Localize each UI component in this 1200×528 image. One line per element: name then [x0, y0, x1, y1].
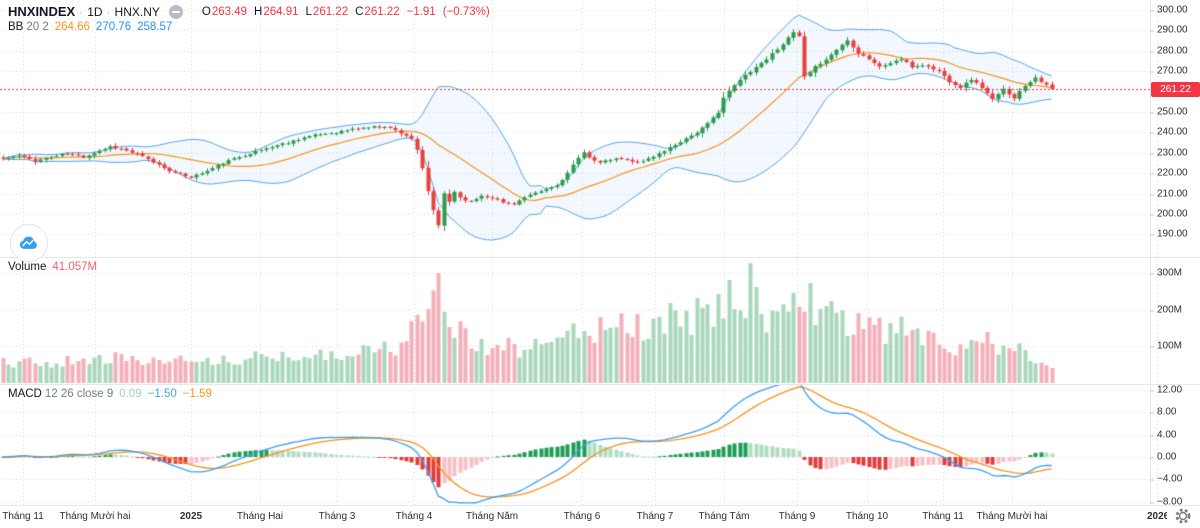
time-tick-label: Tháng Mười hai — [59, 511, 131, 522]
logo-cloud-icon — [19, 236, 37, 249]
macd-label: MACD — [8, 388, 42, 400]
axis-tick-label: 12.00 — [1149, 384, 1183, 396]
symbol-legend: HNXINDEX · 1D · HNX.NY O 263.49 H 264.91 L… — [8, 4, 490, 19]
time-tick-label: Tháng Tám — [698, 511, 750, 522]
separator-dot: · — [106, 4, 111, 19]
time-tick-label: Tháng 4 — [395, 511, 433, 522]
close-label: C — [355, 5, 364, 18]
time-tick-label: Tháng 6 — [563, 511, 601, 522]
change-percent: (−0.73%) — [442, 5, 490, 18]
axis-tick-label: 240.00 — [1150, 126, 1188, 138]
time-tick-label: Tháng 7 — [636, 511, 674, 522]
time-tick-label: 2026 — [1147, 511, 1167, 522]
bb-name: BB — [8, 21, 24, 33]
axis-tick-label: 220.00 — [1150, 167, 1188, 179]
volume-legend[interactable]: Volume 41.057M — [8, 261, 97, 273]
axis-tick-label: 4.00 — [1149, 429, 1177, 441]
axis-tick-label: 200.00 — [1150, 208, 1188, 220]
macd-legend[interactable]: MACD 12 26 close 9 0.09 −1.50 −1.59 — [8, 388, 212, 400]
time-tick-label: Tháng 11 — [922, 511, 964, 522]
change-value: −1.91 — [406, 5, 436, 18]
volume-label: Volume — [8, 261, 47, 273]
broker-logo[interactable] — [10, 224, 48, 262]
collapse-minus-icon[interactable] — [168, 4, 183, 19]
axis-tick-label: 230.00 — [1150, 147, 1188, 159]
bb-params: 20 2 — [26, 21, 49, 33]
axis-tick-label: 250.00 — [1150, 106, 1188, 118]
macd-hist-value: 0.09 — [119, 388, 142, 400]
separator-dot: · — [79, 4, 84, 19]
settings-gear-icon[interactable] — [1174, 507, 1192, 525]
low-value: 261.22 — [312, 5, 349, 18]
axis-tick-label: 290.00 — [1150, 24, 1188, 36]
time-tick-label: 2025 — [179, 511, 203, 522]
time-tick-label: Tháng 11 — [2, 511, 44, 522]
time-tick-label: Tháng 9 — [778, 511, 816, 522]
bb-lower-value: 258.57 — [137, 21, 173, 33]
axis-tick-label: 8.00 — [1149, 406, 1177, 418]
axis-tick-label: 300M — [1149, 267, 1183, 279]
axis-tick-label: −4.00 — [1149, 473, 1183, 485]
axis-tick-label: 0.00 — [1149, 451, 1177, 463]
ohlc-values: O 263.49 H 264.91 L 261.22 C 261.22 −1.91 (−… — [202, 6, 490, 18]
axis-tick-label: −8.00 — [1149, 496, 1183, 508]
bb-legend[interactable]: BB 20 2 264.66 270.76 258.57 — [8, 21, 172, 33]
bb-basis-value: 264.66 — [54, 21, 90, 33]
axis-tick-label: 270.00 — [1150, 65, 1188, 77]
low-label: L — [305, 5, 312, 18]
price-axis-border — [1150, 0, 1151, 505]
time-tick-label: Tháng 3 — [318, 511, 356, 522]
time-tick-label: Tháng 10 — [845, 511, 889, 522]
axis-tick-label: 190.00 — [1150, 228, 1188, 240]
high-value: 264.91 — [263, 5, 299, 18]
macd-line-value: −1.50 — [147, 388, 177, 400]
axis-tick-label: 300.00 — [1150, 4, 1188, 16]
axis-tick-label: 280.00 — [1150, 45, 1188, 57]
high-label: H — [254, 5, 263, 18]
exchange-label[interactable]: HNX.NY — [114, 4, 160, 19]
open-label: O — [201, 5, 211, 18]
interval-label[interactable]: 1D — [87, 4, 103, 19]
volume-value: 41.057M — [52, 261, 98, 273]
time-tick-label: Tháng Mười hai — [976, 511, 1048, 522]
time-axis-border — [0, 505, 1200, 506]
time-tick-label: Tháng Hai — [236, 511, 284, 522]
pane-separator-volume-macd[interactable] — [0, 384, 1200, 385]
close-value: 261.22 — [364, 5, 400, 18]
axis-tick-label: 210.00 — [1150, 188, 1188, 200]
axis-tick-label: 200M — [1149, 304, 1183, 316]
pane-separator-price-volume[interactable] — [0, 257, 1200, 258]
last-price-badge: 261.22 — [1151, 82, 1200, 97]
bb-upper-value: 270.76 — [95, 21, 132, 33]
macd-params: 12 26 close 9 — [44, 388, 114, 400]
time-tick-label: Tháng Năm — [465, 511, 519, 522]
open-value: 263.49 — [211, 5, 248, 18]
axis-tick-label: 100M — [1149, 340, 1183, 352]
symbol-name[interactable]: HNXINDEX — [8, 4, 76, 19]
macd-signal-value: −1.59 — [182, 388, 212, 400]
